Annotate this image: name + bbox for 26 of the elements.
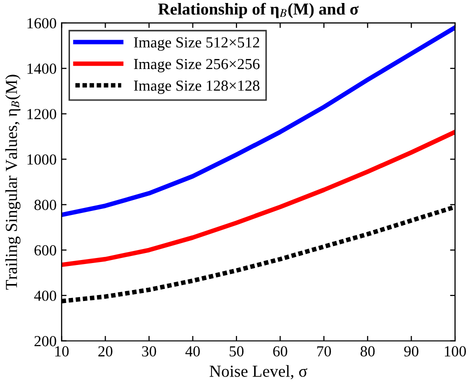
y-tick-label: 1400 — [28, 64, 56, 74]
x-tick-label: 20 — [98, 346, 112, 356]
legend-label: Image Size 512×512 — [134, 37, 260, 51]
x-tick-label: 60 — [273, 346, 288, 356]
chart-title: Relationship of η$_{B}$(M) and σ — [158, 2, 359, 18]
y-tick-label: 800 — [34, 200, 56, 210]
x-tick-label: 90 — [404, 346, 418, 356]
y-tick-label: 1000 — [28, 154, 56, 165]
y-tick-label: 200 — [34, 336, 56, 346]
x-tick-label: 40 — [185, 346, 200, 356]
line-series — [62, 130, 456, 268]
x-tick-label: 100 — [444, 346, 466, 356]
x-tick-label: 30 — [142, 346, 156, 356]
x-tick-label: 70 — [317, 346, 331, 356]
x-tick-label: 50 — [230, 346, 244, 356]
legend-label: Image Size 128×128 — [134, 80, 260, 94]
y-tick-label: 400 — [34, 290, 56, 301]
legend-label: Image Size 256×256 — [134, 58, 260, 72]
line-series — [62, 25, 456, 218]
x-axis-title: Noise Level, σ — [210, 365, 308, 380]
y-tick-label: 1600 — [28, 18, 56, 28]
y-tick-label: 600 — [34, 245, 56, 256]
y-tick-label: 1200 — [28, 108, 56, 120]
x-tick-label: 80 — [360, 346, 375, 356]
x-tick-label: 10 — [55, 346, 69, 356]
y-axis-title: Trailing Singular Values, η$_{B}$(M) — [5, 74, 20, 290]
